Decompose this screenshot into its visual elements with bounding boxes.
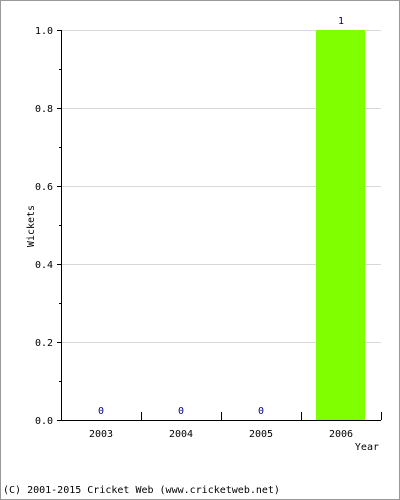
axes bbox=[57, 30, 382, 421]
data-label: 0 bbox=[98, 406, 104, 417]
y-tick-label: 0.0 bbox=[35, 416, 53, 427]
y-tick-label: 1.0 bbox=[35, 26, 53, 37]
bars bbox=[316, 30, 365, 420]
x-tick-label: 2004 bbox=[169, 429, 193, 440]
copyright-text: (C) 2001-2015 Cricket Web (www.cricketwe… bbox=[3, 485, 280, 496]
tick-labels: 0.0 0.2 0.4 0.6 0.8 1.0 2003 2004 2005 2006 bbox=[35, 26, 353, 440]
y-tick-label: 0.4 bbox=[35, 260, 53, 271]
y-tick-label: 0.6 bbox=[35, 182, 53, 193]
bar-2006 bbox=[316, 30, 365, 420]
data-labels: 0 0 0 1 bbox=[98, 16, 344, 417]
x-tick-label: 2003 bbox=[89, 429, 113, 440]
data-label: 0 bbox=[178, 406, 184, 417]
x-tick-label: 2005 bbox=[249, 429, 273, 440]
y-axis-label: Wickets bbox=[26, 205, 37, 247]
y-tick-label: 0.2 bbox=[35, 338, 53, 349]
x-axis-label: Year bbox=[355, 442, 379, 453]
data-label: 0 bbox=[258, 406, 264, 417]
x-tick-label: 2006 bbox=[329, 429, 353, 440]
data-label: 1 bbox=[338, 16, 344, 27]
y-tick-label: 0.8 bbox=[35, 104, 53, 115]
